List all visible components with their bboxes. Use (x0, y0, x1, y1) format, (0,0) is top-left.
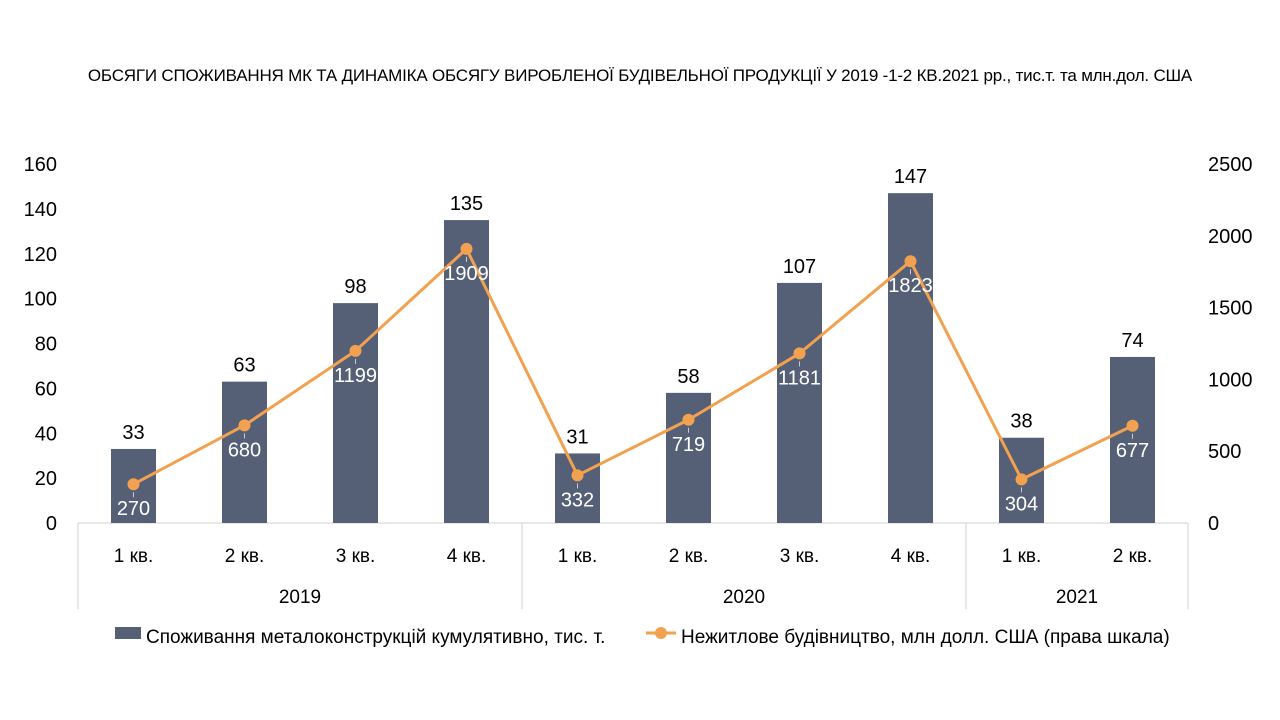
right-axis-tick-label: 500 (1208, 441, 1241, 463)
line-value-label: 270 (117, 498, 150, 520)
bar-value-label: 31 (566, 426, 588, 448)
bar-value-label: 107 (783, 256, 816, 278)
group-label: 2021 (1056, 587, 1098, 608)
bar-value-label: 135 (450, 193, 483, 215)
left-axis-tick-label: 120 (24, 244, 57, 266)
line-point (1126, 419, 1139, 432)
axes-layer: 0 20 40 60 80 100 120 140 160 0 500 1000 1500 2000 250… (24, 154, 1253, 609)
bars-layer (111, 193, 1155, 523)
bar (777, 282, 822, 523)
category-label: 2 кв. (1113, 546, 1153, 567)
bar-value-label: 38 (1010, 411, 1032, 433)
line-point (904, 255, 917, 268)
line-series (132, 247, 1134, 486)
left-axis-tick-label: 0 (46, 513, 57, 535)
bar (666, 392, 711, 523)
bar-value-label: 63 (233, 355, 255, 377)
line-value-label: 677 (1116, 440, 1149, 462)
right-axis-tick-label: 0 (1208, 513, 1219, 535)
line-point (571, 469, 584, 482)
category-label: 3 кв. (336, 546, 376, 567)
right-axis-tick-label: 2000 (1208, 226, 1253, 248)
line-point (682, 413, 695, 426)
category-label: 4 кв. (891, 546, 931, 567)
line-value-label: 719 (672, 434, 705, 456)
left-axis-tick-label: 140 (24, 199, 57, 221)
bar (888, 193, 933, 523)
left-axis-tick-label: 160 (24, 154, 57, 176)
group-label: 2019 (279, 587, 321, 608)
line-point (793, 347, 806, 360)
bar-value-label: 147 (894, 166, 927, 188)
line-value-label: 304 (1005, 493, 1038, 515)
labels-layer: 33 63 98 135 31 58 107 147 38 74 270 680 1199 1909 332… (117, 166, 1149, 520)
left-axis-tick-label: 100 (24, 289, 57, 311)
right-axis-tick-label: 1000 (1208, 369, 1253, 391)
line-point (1015, 473, 1028, 486)
left-axis-tick-label: 40 (35, 423, 57, 445)
legend-line-label: Нежитлове будівництво, млн долл. США (пр… (681, 627, 1170, 648)
category-label: 2 кв. (669, 546, 709, 567)
category-label: 3 кв. (780, 546, 820, 567)
category-label: 2 кв. (225, 546, 265, 567)
left-axis-tick-label: 60 (35, 378, 57, 400)
category-label: 1 кв. (114, 546, 154, 567)
chart-title: ОБСЯГИ СПОЖИВАННЯ МК ТА ДИНАМІКА ОБСЯГУ … (87, 66, 1193, 85)
category-label: 1 кв. (558, 546, 598, 567)
line-value-label: 1909 (444, 263, 489, 285)
right-axis-tick-label: 1500 (1208, 298, 1253, 320)
line-value-label: 1181 (778, 367, 821, 389)
line-point (238, 419, 251, 432)
bar (333, 303, 378, 523)
left-axis-tick-label: 80 (35, 334, 57, 356)
legend: Споживання металоконструкцій кумулятивно… (115, 627, 1170, 648)
category-label: 1 кв. (1002, 546, 1042, 567)
bar (222, 381, 267, 523)
left-axis-tick-label: 20 (35, 468, 57, 490)
legend-bar-label: Споживання металоконструкцій кумулятивно… (146, 627, 605, 648)
bar (1110, 356, 1155, 523)
bar-value-label: 33 (122, 422, 144, 444)
bar-value-label: 74 (1121, 330, 1143, 352)
line-point (349, 344, 362, 357)
legend-bar-swatch (115, 627, 141, 639)
line-value-label: 1199 (334, 365, 377, 387)
line-point (460, 242, 473, 255)
category-label: 4 кв. (447, 546, 487, 567)
group-label: 2020 (723, 587, 765, 608)
line-value-label: 332 (561, 489, 594, 511)
right-axis-tick-label: 2500 (1208, 154, 1253, 176)
line-point (127, 478, 140, 491)
line-layer (127, 242, 1139, 498)
bar-value-label: 98 (344, 276, 366, 298)
legend-line-marker (655, 627, 667, 639)
bar (444, 220, 489, 523)
bar-value-label: 58 (677, 366, 699, 388)
line-value-label: 1823 (888, 275, 933, 297)
line-value-label: 680 (228, 439, 261, 461)
